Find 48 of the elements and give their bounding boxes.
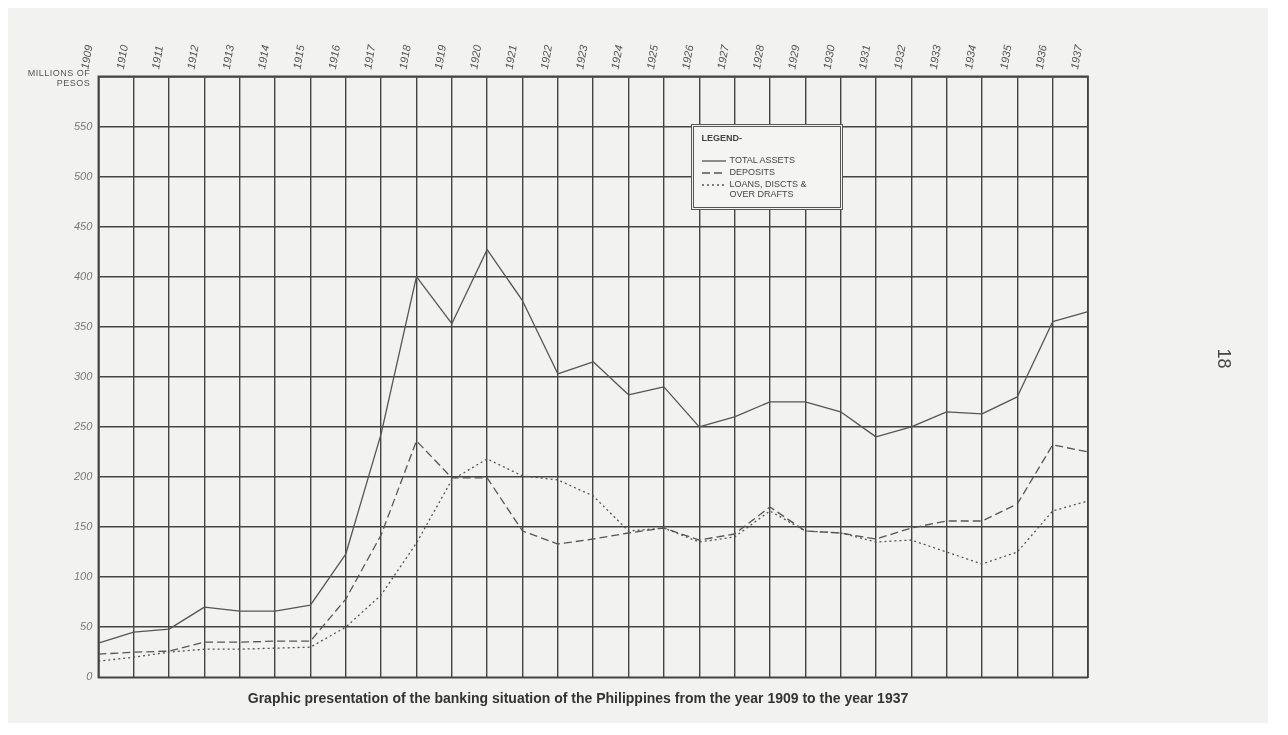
x-tick-label: 1935 [997,43,1014,71]
x-tick-label: 1919 [431,43,449,71]
text: 18 [1212,348,1234,369]
x-tick-label: 1923 [573,43,590,71]
y-tick-label: 500 [73,169,94,182]
x-tick-label: 1931 [856,43,873,71]
x-tick-label: 1929 [785,43,802,71]
y-axis-title: MILLIONS OF PESOS [26,68,91,89]
x-tick-label: 1912 [184,43,201,71]
y-tick-label: 450 [73,219,94,232]
x-tick-label: 1910 [113,43,131,71]
x-tick-label: 1913 [219,43,237,71]
x-tick-label: 1917 [361,43,378,71]
y-tick-label: 350 [73,319,94,332]
text: Graphic presentation of the banking situation of the Philippines from the year 1909 to the year 1937 [247,690,909,707]
x-tick-label: 1916 [325,43,343,71]
x-tick-label: 1926 [679,43,696,71]
y-tick-label: 150 [73,520,94,533]
x-tick-label: 1928 [750,43,767,71]
y-tick-label: 50 [80,620,94,633]
x-tick-label: 1915 [290,43,307,71]
x-tick-label: 1933 [926,43,944,71]
x-tick-label: 1927 [714,43,731,71]
legend-title: LEGEND- [701,133,744,144]
x-tick-label: 1924 [608,43,625,71]
y-tick-label: 0 [86,670,94,683]
x-tick-label: 1921 [502,43,519,71]
y-tick-label: 550 [73,119,94,132]
x-tick-label: 1911 [149,44,166,71]
legend-label: LOANS, DISCTS & OVER DRAFTS [729,179,808,200]
y-tick-label: 250 [72,419,94,432]
x-tick-label: 1934 [962,43,979,71]
y-tick-label: 200 [72,469,94,482]
legend-label: DEPOSITS [729,167,776,178]
x-tick-label: 1922 [538,43,555,71]
x-tick-label: 1932 [891,43,908,71]
x-tick-label: 1920 [467,43,484,71]
x-tick-label: 1909 [78,43,95,71]
y-tick-label: 400 [73,269,94,282]
legend-label: TOTAL ASSETS [729,155,795,166]
x-tick-label: 1925 [644,43,661,71]
x-tick-label: 1936 [1032,43,1050,71]
y-tick-label: 300 [73,369,94,382]
x-tick-label: 1937 [1068,43,1085,71]
x-tick-label: 1914 [255,43,272,71]
x-tick-label: 1918 [396,43,413,71]
x-tick-label: 1930 [820,43,837,71]
y-tick-label: 100 [73,570,94,583]
